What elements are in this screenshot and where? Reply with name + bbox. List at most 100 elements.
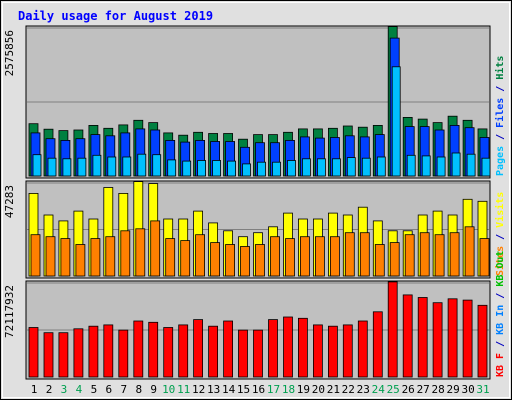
bar-hits-pages-20 [316,158,326,177]
bar-kbytes-kb-f-19 [297,317,308,378]
bar-sites-sites-9 [150,220,161,277]
legend-part: KB In [495,305,506,335]
x-tick-label-26: 26 [402,383,415,396]
x-tick-label-9: 9 [150,383,157,396]
bar-hits-pages-22 [346,157,356,177]
bar-hits-pages-25 [391,66,401,177]
bar-sites-sites-7 [120,230,131,277]
bar-kbytes-kb-f-31 [477,304,488,378]
bar-hits-pages-28 [436,156,446,177]
bar-sites-sites-24 [374,244,385,277]
bar-kbytes-kb-f-17 [268,319,278,378]
legend-part: Sites [494,246,506,276]
x-tick-label-19: 19 [297,383,310,396]
bar-sites-sites-16 [255,244,265,277]
x-tick-label-15: 15 [237,383,250,396]
bar-kbytes-kb-f-26 [402,294,413,378]
bar-sites-sites-15 [240,246,250,277]
x-tick-label-14: 14 [222,383,236,396]
panel-legend: Sites / Visits [494,192,506,276]
legend-part: / [495,287,506,305]
bar-sites-sites-26 [404,234,415,277]
bar-sites-sites-20 [314,236,325,277]
x-tick-label-22: 22 [342,383,355,396]
legend-part: / [495,80,506,98]
bar-sites-sites-27 [419,232,430,277]
bar-sites-sites-4 [75,244,86,277]
x-tick-label-11: 11 [177,383,190,396]
bar-hits-pages-18 [287,160,296,177]
bar-kbytes-kb-f-12 [193,319,204,378]
legend-part: / [495,128,506,146]
x-tick-label-30: 30 [461,383,474,396]
bar-kbytes-kb-f-15 [238,329,248,378]
bar-hits-pages-12 [197,160,207,177]
x-tick-label-29: 29 [446,383,459,396]
bar-sites-sites-11 [180,240,191,277]
legend-part: KB Out [495,251,506,287]
panel-hits: 2575856 Pages / Files / Hits [3,25,506,179]
x-tick-label-12: 12 [192,383,205,396]
bar-hits-pages-6 [107,156,117,177]
x-tick-label-4: 4 [76,383,83,396]
x-tick-label-6: 6 [105,383,112,396]
bar-kbytes-kb-f-8 [133,320,144,378]
bar-sites-sites-18 [285,238,295,277]
bar-sites-sites-17 [270,236,280,277]
bar-hits-pages-31 [481,157,491,177]
bar-kbytes-kb-f-22 [342,324,353,378]
x-tick-label-7: 7 [120,383,127,396]
bar-hits-pages-13 [212,160,222,177]
bar-kbytes-kb-f-9 [148,321,159,378]
panel-legend: Pages / Files / Hits [494,56,506,176]
bar-sites-sites-10 [165,238,176,277]
bar-kbytes-kb-f-13 [208,325,219,378]
bar-hits-pages-16 [257,161,266,177]
bar-kbytes-kb-f-1 [28,327,39,378]
x-tick-label-16: 16 [252,383,265,396]
panel-legend: KB F / KB In / KB Out [495,251,506,377]
bar-sites-sites-12 [195,234,206,277]
bar-hits-pages-15 [242,163,251,177]
x-tick-label-27: 27 [417,383,430,396]
x-tick-label-25: 25 [387,383,400,396]
x-tick-label-23: 23 [357,383,370,396]
x-tick-label-10: 10 [162,383,175,396]
legend-part: / [495,228,506,246]
bar-sites-sites-30 [464,226,475,277]
x-tick-label-18: 18 [282,383,295,396]
bar-sites-sites-22 [344,232,355,277]
bar-kbytes-kb-f-5 [88,325,99,378]
bar-sites-sites-23 [359,232,370,277]
panel-max-label: 72117932 [3,285,16,338]
chart-title: Daily usage for August 2019 [18,9,213,23]
bar-hits-pages-30 [466,153,476,177]
bar-sites-sites-2 [45,236,56,277]
bar-hits-pages-10 [167,159,177,177]
bar-hits-pages-5 [92,154,102,177]
bar-kbytes-kb-f-21 [327,325,338,378]
x-tick-label-13: 13 [207,383,220,396]
bar-hits-pages-11 [182,160,192,177]
x-tick-label-1: 1 [31,383,38,396]
bar-sites-sites-1 [30,234,41,277]
bar-sites-sites-3 [60,238,71,277]
bar-kbytes-kb-f-29 [447,298,458,378]
bar-sites-sites-13 [210,242,221,277]
bar-hits-pages-24 [376,156,386,177]
bar-kbytes-kb-f-23 [357,320,368,378]
bar-kbytes-kb-f-7 [118,329,129,378]
bar-kbytes-kb-f-27 [417,297,428,378]
bar-hits-pages-14 [227,160,237,177]
x-tick-label-2: 2 [46,383,53,396]
bar-kbytes-kb-f-16 [253,329,263,378]
bar-sites-sites-5 [90,238,101,277]
legend-part: Visits [494,192,506,228]
bar-hits-pages-19 [301,158,311,177]
bar-kbytes-kb-f-25 [387,281,398,378]
bar-hits-pages-8 [137,153,147,177]
legend-part: Files [494,98,506,128]
panel-max-label: 2575856 [3,30,16,76]
x-tick-label-28: 28 [431,383,444,396]
